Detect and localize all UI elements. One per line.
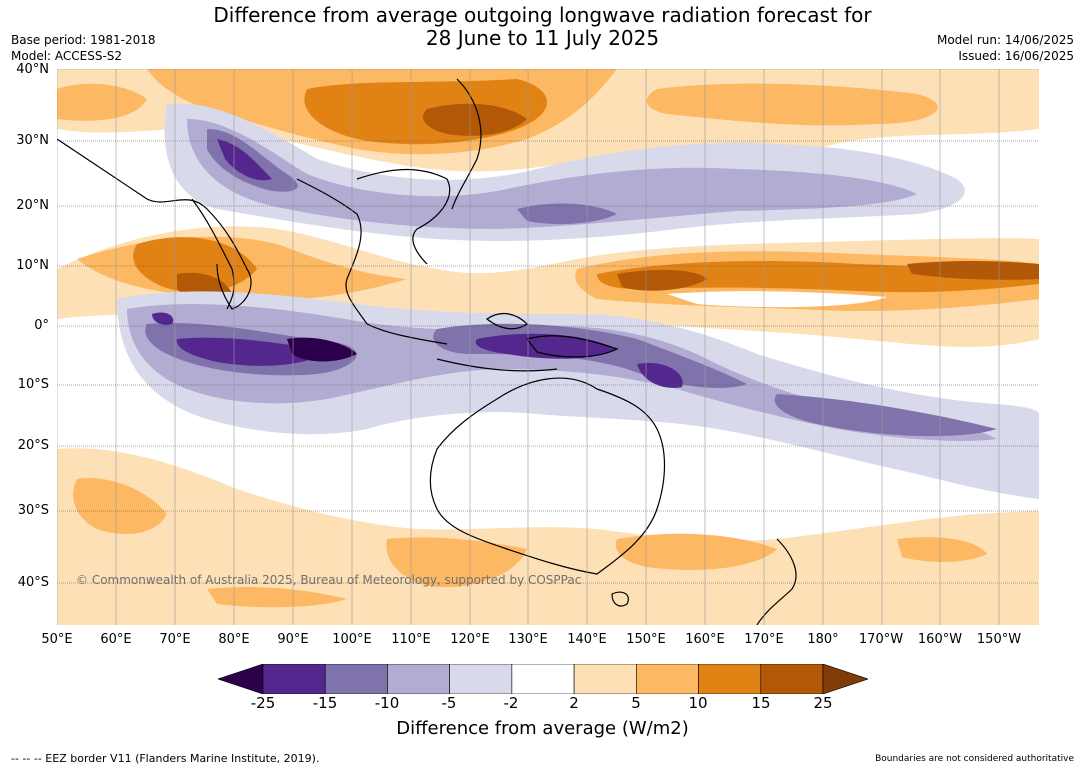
negative-anomaly-north [164,103,965,241]
colorbar-segment [449,664,513,694]
colorbar-segment [636,664,699,694]
colorbar-segment [698,664,762,694]
meta-right: Model run: 14/06/2025 Issued: 16/06/2025 [937,32,1074,64]
colorbar-tick: 25 [813,694,833,712]
model-run-text: Model run: 14/06/2025 [936,33,1074,47]
copyright-text: © Commonwealth of Australia 2025, Bureau… [76,573,582,587]
colorbar-segment [387,664,450,694]
lat-label: 10°N [16,258,49,273]
lon-label: 150°W [976,632,1022,647]
map-title: Difference from average outgoing longwav… [0,4,1085,50]
colorbar-segment [573,664,637,694]
lon-label: 160°W [917,632,963,647]
model-text: Model: ACCESS-S2 [11,49,123,63]
olr-anomaly-map [57,69,1039,625]
lat-label: 30°N [16,133,49,148]
lon-label: 90°E [277,632,309,647]
colorbar-tick: -10 [374,694,400,712]
lat-label: 40°S [17,575,49,590]
lon-label: 60°E [100,632,132,647]
lat-label: 0° [34,318,49,333]
lat-label: 30°S [17,503,49,518]
lon-label: 180° [807,632,839,647]
title-line-1: Difference from average outgoing longwav… [213,3,872,27]
colorbar-tick: -15 [312,694,338,712]
colorbar-tick: 2 [569,694,579,712]
base-period-text: Base period: 1981-2018 [11,33,156,47]
lon-label: 80°E [218,632,250,647]
lon-label: 170°W [858,632,904,647]
colorbar-segment [511,664,575,694]
colorbar-tick: 10 [688,694,708,712]
meta-left: Base period: 1981-2018 Model: ACCESS-S2 [11,32,156,64]
lat-label: 40°N [16,62,49,77]
lat-label: 20°S [17,438,49,453]
lon-label: 70°E [159,632,191,647]
lon-label: 130°E [508,632,548,647]
issued-text: Issued: 16/06/2025 [958,49,1074,63]
colorbar-tick: -5 [441,694,457,712]
colorbar-segment [760,664,824,694]
positive-anomaly-southern [57,448,1039,625]
lon-label: 110°E [391,632,431,647]
colorbar-extend-high [822,664,868,694]
lon-label: 100°E [332,632,372,647]
colorbar-tick: 15 [751,694,771,712]
disclaimer-text: Boundaries are not considered authoritat… [875,754,1074,764]
title-line-2: 28 June to 11 July 2025 [425,26,660,50]
colorbar-tick: -25 [250,694,276,712]
graticule [57,69,1039,584]
negative-anomaly-south [117,291,1039,499]
coastlines [57,78,797,625]
colorbar-tick: 5 [631,694,641,712]
colorbar [218,664,868,694]
lon-label: 170°E [744,632,784,647]
colorbar-segment [324,664,388,694]
meridians [57,69,1000,625]
colorbar-segment [262,664,326,694]
colorbar-title: Difference from average (W/m2) [396,718,689,739]
lon-label: 140°E [567,632,607,647]
lat-label: 20°N [16,198,49,213]
lon-label: 50°E [41,632,73,647]
eez-legend: -- -- -- EEZ border V11 (Flanders Marine… [11,752,320,765]
lon-label: 150°E [626,632,666,647]
colorbar-extend-low [218,664,264,694]
lon-label: 160°E [685,632,725,647]
colorbar-tick: -2 [503,694,519,712]
lon-label: 120°E [450,632,490,647]
lat-label: 10°S [17,377,49,392]
